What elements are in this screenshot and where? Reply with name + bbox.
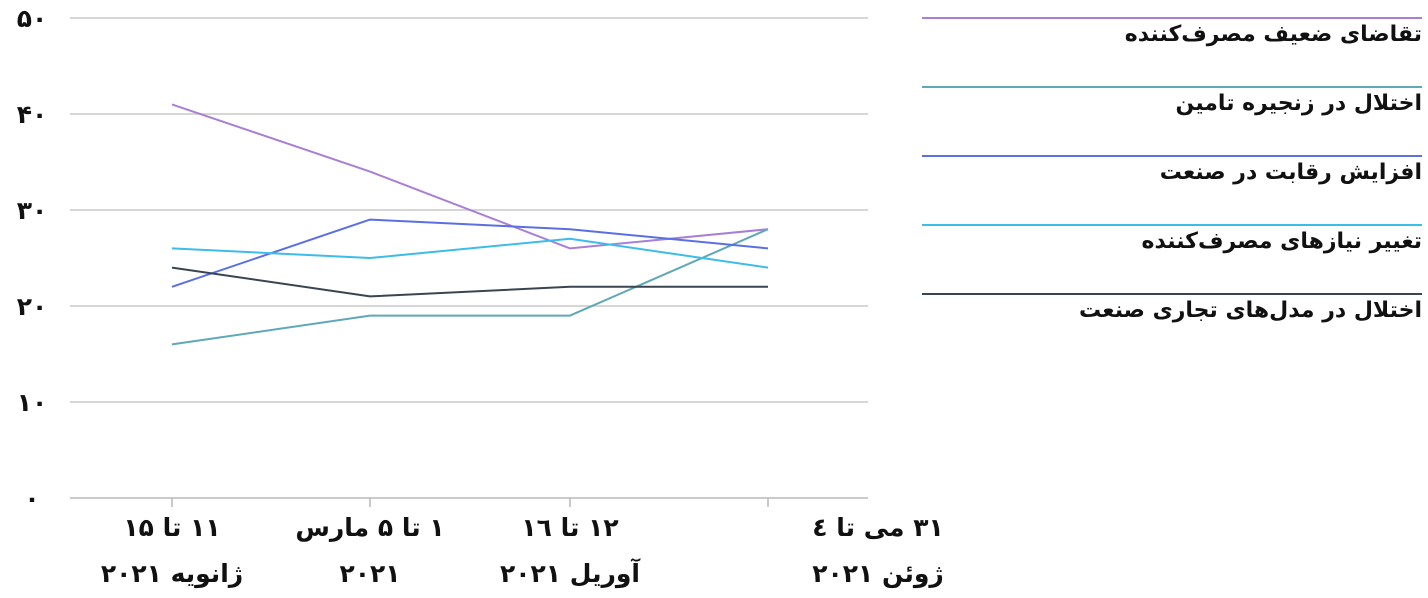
legend-label: افزایش رقابت در صنعت	[1159, 160, 1422, 185]
legend-swatch	[922, 86, 1422, 88]
y-tick-label: ۴۰	[17, 100, 48, 129]
x-tick-label: ۲۰۲۱	[339, 559, 400, 588]
legend-label: تقاضای ضعیف مصرف‌کننده	[1124, 22, 1422, 47]
series-line	[171, 266, 768, 298]
x-tick-label: آوریل ۲۰۲۱	[500, 558, 641, 589]
x-tick-label: ژانویه ۲۰۲۱	[101, 559, 243, 589]
legend-swatch	[922, 293, 1422, 295]
series-line	[171, 228, 769, 346]
x-tick-label: ژوئن ۲۰۲۱	[812, 559, 944, 589]
legend-label: اختلال در مدل‌های تجاری صنعت	[1078, 298, 1422, 323]
x-tick-label: ۱۱ تا ۱۵	[123, 513, 220, 542]
x-tick-label: ۳۱ می تا ٤	[812, 513, 943, 542]
legend-item: تقاضای ضعیف مصرف‌کننده	[922, 14, 1422, 83]
legend: تقاضای ضعیف مصرف‌کننده اختلال در زنجیره ت…	[922, 14, 1422, 359]
legend-item: افزایش رقابت در صنعت	[922, 152, 1422, 221]
legend-label: تغییر نیازهای مصرف‌کننده	[1141, 229, 1422, 254]
legend-item: تغییر نیازهای مصرف‌کننده	[922, 221, 1422, 290]
series-lines	[171, 103, 769, 346]
y-tick-label: ۰	[24, 484, 39, 513]
x-axis-tick-labels: ۱۱ تا ۱۵ ژانویه ۲۰۲۱ ۱ تا ۵ مارس ۲۰۲۱ ۱۲ تا …	[101, 513, 944, 589]
x-tick-label: ۱۲ تا ۱٦	[521, 513, 618, 542]
y-tick-label: ۳۰	[17, 196, 48, 225]
legend-label: اختلال در زنجیره تامین	[1175, 91, 1422, 116]
y-tick-label: ۲۰	[17, 292, 48, 321]
legend-swatch	[922, 17, 1422, 19]
series-line	[171, 103, 769, 250]
legend-item: اختلال در زنجیره تامین	[922, 83, 1422, 152]
legend-swatch	[922, 155, 1422, 157]
y-axis-ticks: ۰ ۱۰ ۲۰ ۳۰ ۴۰ ۵۰	[17, 4, 48, 513]
legend-item: اختلال در مدل‌های تجاری صنعت	[922, 290, 1422, 359]
x-tick-label: ۱ تا ۵ مارس	[295, 513, 444, 542]
legend-swatch	[922, 224, 1422, 226]
y-tick-label: ۱۰	[17, 388, 48, 417]
series-line	[171, 237, 769, 269]
x-axis	[70, 497, 868, 507]
y-tick-label: ۵۰	[17, 4, 48, 33]
